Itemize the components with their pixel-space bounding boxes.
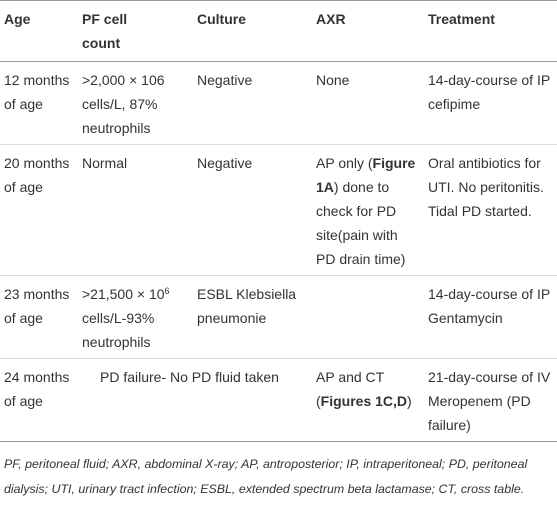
table-cell (312, 275, 424, 359)
table-row: 24 months of age PD failure- No PD fluid … (0, 358, 557, 442)
cell-text: 24 months of age (4, 369, 70, 409)
table-cell: 24 months of age (0, 358, 78, 442)
table-row: 23 months of age >21,500 × 106 cells/L-93… (0, 275, 557, 359)
table-cell: >2,000 × 106 cells/L, 87% neutrophils (78, 61, 193, 145)
header-row: Age PF cell count Culture AXR Treatment (0, 0, 557, 62)
header-text: PF cell count (82, 11, 128, 51)
cell-text: 6 (164, 286, 170, 296)
cell-text: Negative (197, 155, 253, 171)
data-table: Age PF cell count Culture AXR Treatment 12 m… (0, 0, 557, 442)
column-header: Culture (193, 0, 312, 62)
cell-text: cells/L-93% neutrophils (82, 310, 155, 350)
table-cell: None (312, 61, 424, 145)
table-cell: 21-day-course of IV Meropenem (PD failur… (424, 358, 557, 442)
table-row: 20 months of age Normal Negative AP only (F… (0, 144, 557, 276)
cell-text: AP only ( (316, 155, 373, 171)
column-header: Age (0, 0, 78, 62)
table-cell: 23 months of age (0, 275, 78, 359)
table-cell: 14-day-course of IP Gentamycin (424, 275, 557, 359)
cell-text: >2,000 × 106 cells/L, 87% neutrophils (82, 72, 165, 136)
table-cell: AP and CT (Figures 1C,D) (312, 358, 424, 442)
table-cell: AP only (Figure 1A) done to check for PD… (312, 144, 424, 276)
footnote: PF, peritoneal fluid; AXR, abdominal X-r… (4, 457, 528, 496)
cell-text: 23 months of age (4, 286, 70, 326)
cell-text: 21-day-course of IV Meropenem (PD failur… (428, 369, 551, 433)
cell-text: ) (407, 393, 412, 409)
column-header: AXR (312, 0, 424, 62)
cell-text: 12 months of age (4, 72, 70, 112)
cell-text: >21,500 × 10 (82, 286, 165, 302)
cell-text: Figures 1C,D (320, 393, 408, 409)
table-cell: ESBL Klebsiella pneumonie (193, 275, 312, 359)
table-cell: Negative (193, 61, 312, 145)
table-cell: 20 months of age (0, 144, 78, 276)
cell-text: 14-day-course of IP Gentamycin (428, 286, 550, 326)
cell-text: Negative (197, 72, 253, 88)
cell-text: Figure 1A (316, 155, 416, 195)
header-text: AXR (316, 11, 346, 27)
cell-text: Normal (82, 155, 128, 171)
column-header: Treatment (424, 0, 557, 62)
table-cell: PD failure- No PD fluid taken (78, 358, 312, 442)
header-text: Culture (197, 11, 246, 27)
header-text: Treatment (428, 11, 495, 27)
table-row: 12 months of age >2,000 × 106 cells/L, 87… (0, 61, 557, 145)
table-cell: Negative (193, 144, 312, 276)
table-cell: Oral antibiotics for UTI. No peritonitis… (424, 144, 557, 276)
cell-text: None (316, 72, 350, 88)
column-header: PF cell count (78, 0, 193, 62)
cell-text: 14-day-course of IP cefipime (428, 72, 550, 112)
cell-text: PD failure- No PD fluid taken (100, 369, 279, 385)
header-text: Age (4, 11, 31, 27)
cell-text: ) done to check for PD site(pain with PD… (316, 179, 406, 267)
table-cell: 14-day-course of IP cefipime (424, 61, 557, 145)
cell-text: 20 months of age (4, 155, 70, 195)
table-cell: Normal (78, 144, 193, 276)
cell-text: Oral antibiotics for UTI. No peritonitis… (428, 155, 544, 219)
table-cell: 12 months of age (0, 61, 78, 145)
cell-text: ESBL Klebsiella pneumonie (197, 286, 297, 326)
cell-text: AP and CT ( (316, 369, 384, 409)
table-cell: >21,500 × 106 cells/L-93% neutrophils (78, 275, 193, 359)
